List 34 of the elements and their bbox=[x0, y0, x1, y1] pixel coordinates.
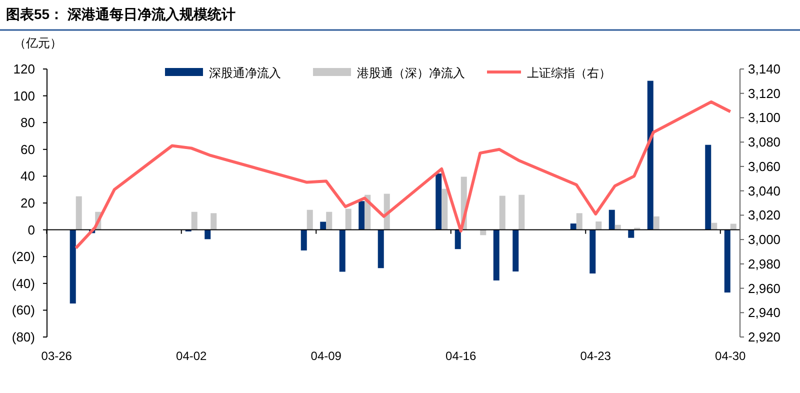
legend-label: 港股通（深）净流入 bbox=[357, 66, 465, 80]
legend-label: 上证综指（右） bbox=[527, 66, 611, 80]
legend-label: 深股通净流入 bbox=[209, 66, 281, 80]
y-tick-label: 20 bbox=[20, 196, 35, 210]
x-tick-label: 04-02 bbox=[176, 349, 208, 363]
y-tick-label: (80) bbox=[12, 330, 35, 344]
y-tick-label: 120 bbox=[13, 62, 35, 76]
y-tick-label: 0 bbox=[28, 222, 35, 238]
y-tick-label: 80 bbox=[20, 115, 35, 130]
y2-tick-label: 2,960 bbox=[748, 280, 781, 296]
y-tick-label: 100 bbox=[13, 88, 35, 104]
y2-tick-label: 3,000 bbox=[748, 232, 781, 248]
y-axis-title: （亿元） bbox=[14, 36, 62, 50]
y2-tick-label: 3,100 bbox=[748, 110, 781, 126]
y2-tick-label: 3,080 bbox=[748, 134, 781, 150]
y2-tick-label: 3,020 bbox=[748, 208, 781, 223]
x-tick-label: 03-26 bbox=[41, 349, 72, 363]
y2-tick-label: 2,940 bbox=[748, 305, 781, 320]
y-tick-label: 40 bbox=[20, 168, 35, 184]
y2-tick-label: 2,980 bbox=[748, 256, 781, 272]
x-tick-label: 04-09 bbox=[310, 349, 342, 363]
y2-tick-label: 3,120 bbox=[748, 86, 781, 101]
y-tick-label: (40) bbox=[12, 276, 35, 291]
x-tick-label: 04-23 bbox=[580, 349, 612, 363]
x-tick-label: 04-16 bbox=[446, 349, 477, 363]
y-tick-label: (20) bbox=[12, 249, 35, 264]
y2-tick-label: 3,140 bbox=[748, 62, 781, 76]
y2-tick-label: 3,060 bbox=[748, 158, 781, 174]
y-tick-label: (60) bbox=[12, 302, 35, 318]
chart-title: 图表55： 深港通每日净流入规模统计 bbox=[6, 6, 236, 22]
y-tick-label: 60 bbox=[20, 142, 35, 157]
y2-tick-label: 3,040 bbox=[748, 183, 781, 198]
y2-tick-label: 2,920 bbox=[748, 330, 781, 344]
x-tick-label: 04-30 bbox=[715, 349, 746, 363]
